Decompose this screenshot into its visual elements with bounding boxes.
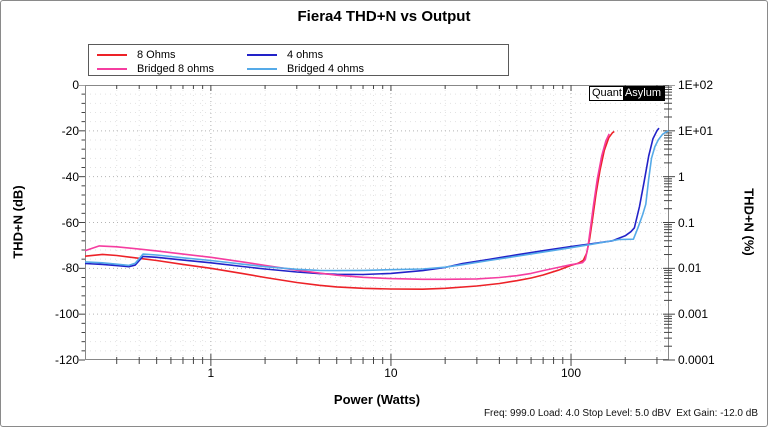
series-4-ohms <box>85 127 660 276</box>
chart-title: Fiera4 THD+N vs Output <box>297 8 471 25</box>
axis-ticks <box>79 85 675 366</box>
series <box>85 127 669 290</box>
legend-swatch-4-ohms <box>247 54 277 56</box>
x-axis-tick-label: 10 <box>384 366 398 380</box>
series-bridged-4-ohms <box>85 130 669 272</box>
right-axis-tick-label: 0.1 <box>678 215 695 230</box>
legend-item: Bridged 8 ohms <box>97 62 247 76</box>
legend: 8 Ohms 4 ohms Bridged 8 ohms Bridged 4 ohms <box>88 44 509 76</box>
major-gridlines <box>85 85 669 360</box>
x-axis-title: Power (Watts) <box>333 392 421 407</box>
right-axis-tick-label: 1E+01 <box>678 123 714 138</box>
series-8-ohms <box>85 130 615 290</box>
legend-swatch-8-ohms <box>97 54 127 56</box>
y-axis-tick-label: -20 <box>61 123 79 138</box>
legend-item-label: 4 ohms <box>287 49 324 61</box>
y-axis-tick-label: -40 <box>61 169 79 184</box>
right-axis-title: THD+N (%) <box>741 188 757 256</box>
status-text: Freq: 999.0 Load: 4.0 Stop Level: 5.0 dB… <box>483 408 758 419</box>
x-axis-tick-label: 1 <box>207 366 215 380</box>
series-bridged-8-ohms <box>85 133 610 281</box>
x-axis-tick-label: 100 <box>561 366 582 380</box>
y-axis-tick-label: 0 <box>72 78 79 92</box>
legend-item: Bridged 4 ohms <box>247 62 397 76</box>
legend-swatch-bridged-8-ohms <box>97 68 127 70</box>
left-axis-title: THD+N (dB) <box>10 185 26 259</box>
legend-item: 8 Ohms <box>97 48 247 62</box>
right-axis-tick-label: 1E+02 <box>678 78 714 92</box>
right-axis-tick-label: 0.001 <box>678 307 709 322</box>
legend-swatch-bridged-4-ohms <box>247 68 277 70</box>
legend-item-label: Bridged 4 ohms <box>287 63 365 75</box>
y-axis-tick-label: -100 <box>54 307 79 322</box>
y-axis-tick-label: -80 <box>61 261 79 276</box>
y-axis-tick-label: -60 <box>61 215 79 230</box>
right-axis-tick-label: 0.0001 <box>678 353 715 367</box>
right-axis-tick-label: 0.01 <box>678 261 702 276</box>
quantasylum-logo-asylum: Asylum <box>622 86 665 101</box>
legend-item: 4 ohms <box>247 48 397 62</box>
plot-area <box>79 85 675 366</box>
quantasylum-logo: Quant Asylum <box>588 86 665 101</box>
right-axis-tick-label: 1 <box>678 169 685 184</box>
y-axis-tick-label: -120 <box>54 353 79 367</box>
legend-item-label: Bridged 8 ohms <box>137 63 215 75</box>
quantasylum-logo-quant: Quant <box>588 86 623 101</box>
legend-item-label: 8 Ohms <box>137 49 176 61</box>
